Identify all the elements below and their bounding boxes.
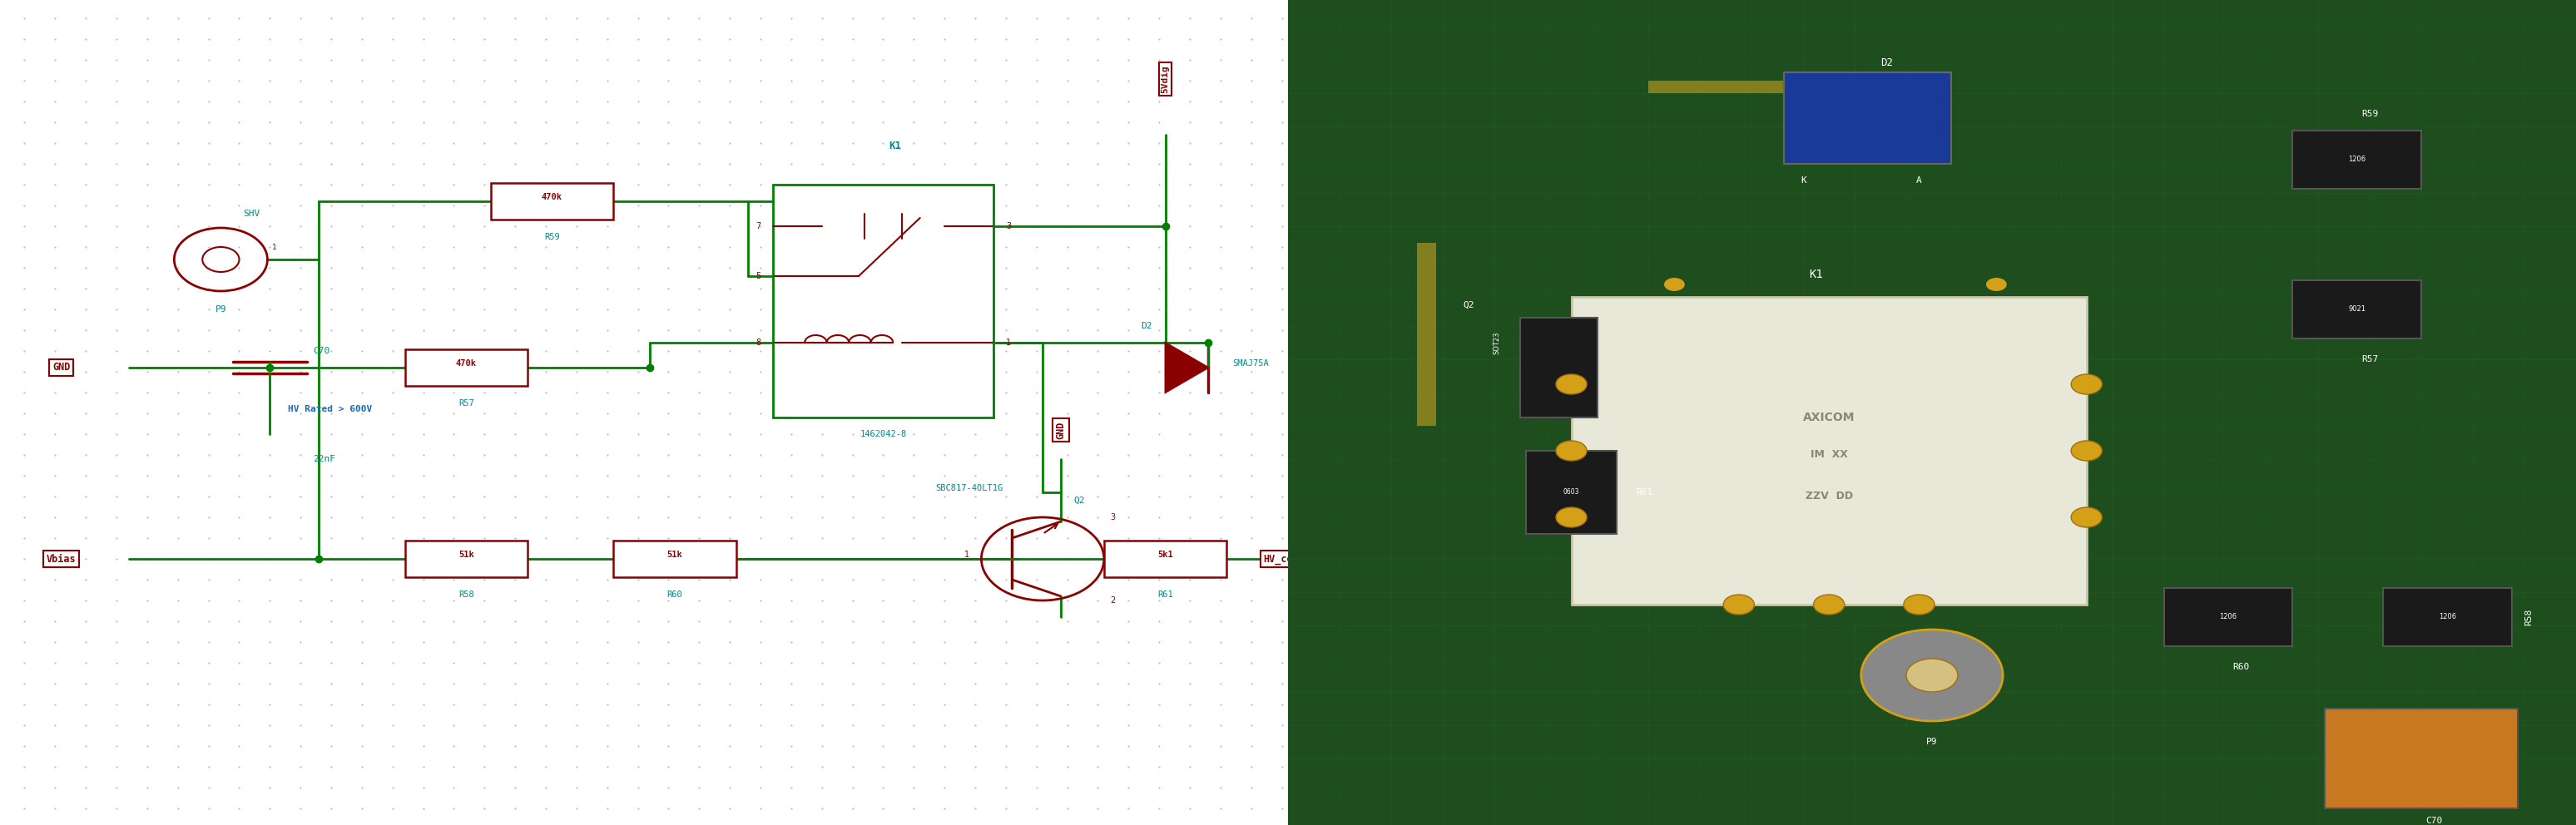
Text: K1: K1 [889, 140, 902, 151]
FancyBboxPatch shape [2293, 130, 2421, 189]
Text: 1: 1 [1005, 338, 1010, 346]
Text: A: A [1917, 177, 1922, 185]
Text: R61: R61 [1157, 591, 1172, 599]
Circle shape [1814, 595, 1844, 615]
Circle shape [2071, 507, 2102, 527]
FancyBboxPatch shape [2326, 709, 2519, 808]
Text: 51k: 51k [667, 550, 683, 559]
Circle shape [1904, 595, 1935, 615]
FancyBboxPatch shape [773, 185, 994, 417]
Text: 7: 7 [755, 222, 760, 230]
Text: 5Vdig: 5Vdig [1162, 65, 1170, 93]
Text: 1: 1 [963, 550, 969, 559]
Text: R57: R57 [2362, 355, 2378, 364]
Circle shape [1556, 375, 1587, 394]
Text: R59: R59 [2362, 110, 2378, 118]
Text: R60: R60 [667, 591, 683, 599]
Circle shape [1767, 569, 1788, 582]
Circle shape [1664, 278, 1685, 291]
Text: 1462042-8: 1462042-8 [860, 430, 907, 438]
Text: Vbias: Vbias [46, 554, 77, 564]
FancyBboxPatch shape [489, 183, 613, 219]
FancyBboxPatch shape [613, 540, 737, 577]
Text: R57: R57 [459, 399, 474, 408]
Text: P9: P9 [1927, 738, 1937, 746]
Text: GND: GND [1056, 421, 1066, 439]
Polygon shape [1164, 342, 1208, 393]
Text: SBC817-40LT1G: SBC817-40LT1G [935, 484, 1002, 493]
Text: SOT23: SOT23 [1494, 331, 1499, 354]
Text: R58: R58 [2524, 609, 2532, 625]
Circle shape [1986, 278, 2007, 291]
Text: 22nF: 22nF [312, 455, 335, 463]
Circle shape [2071, 441, 2102, 460]
Text: 0603: 0603 [1564, 488, 1579, 496]
Text: 470k: 470k [456, 359, 477, 368]
Text: 1206: 1206 [2221, 613, 2236, 621]
Text: R59: R59 [544, 233, 559, 241]
FancyBboxPatch shape [1571, 297, 2087, 605]
Text: P9: P9 [216, 305, 227, 314]
Text: R58: R58 [459, 591, 474, 599]
FancyBboxPatch shape [2164, 588, 2293, 646]
Text: 3: 3 [1110, 513, 1115, 521]
FancyBboxPatch shape [1525, 450, 1618, 534]
Text: IM  XX: IM XX [1811, 450, 1847, 460]
Text: ZZV  DD: ZZV DD [1806, 491, 1852, 502]
Text: 1206: 1206 [2439, 613, 2455, 621]
Text: R61: R61 [1636, 488, 1654, 497]
Text: 5k1: 5k1 [1157, 550, 1172, 559]
Text: Q2: Q2 [1463, 301, 1473, 309]
Text: SMAJ75A: SMAJ75A [1234, 359, 1270, 368]
Circle shape [1556, 441, 1587, 460]
Text: 1: 1 [273, 243, 278, 251]
FancyBboxPatch shape [2383, 588, 2512, 646]
FancyBboxPatch shape [2293, 280, 2421, 338]
Circle shape [2071, 375, 2102, 394]
Text: R60: R60 [2233, 662, 2249, 672]
Circle shape [1723, 595, 1754, 615]
Text: Q2: Q2 [1074, 497, 1084, 505]
Text: 2: 2 [1110, 596, 1115, 605]
Text: 1206: 1206 [2349, 156, 2365, 163]
Text: 51k: 51k [459, 550, 474, 559]
Text: 9021: 9021 [2349, 305, 2365, 314]
Text: D2: D2 [1880, 58, 1893, 68]
Text: 3: 3 [1005, 222, 1010, 230]
Text: AXICOM: AXICOM [1803, 412, 1855, 423]
Text: SHV: SHV [242, 210, 260, 218]
FancyBboxPatch shape [404, 540, 528, 577]
FancyBboxPatch shape [1520, 318, 1597, 417]
Text: K: K [1801, 177, 1806, 185]
FancyBboxPatch shape [404, 349, 528, 386]
Text: GND: GND [52, 362, 70, 373]
FancyBboxPatch shape [1783, 73, 1953, 164]
Circle shape [1896, 569, 1917, 582]
Text: 470k: 470k [541, 193, 562, 201]
Text: HV Rated > 600V: HV Rated > 600V [289, 405, 374, 413]
Text: C70: C70 [312, 346, 330, 355]
Text: HV_control: HV_control [1262, 554, 1321, 564]
Circle shape [1906, 658, 1958, 692]
Text: C70: C70 [2427, 817, 2442, 825]
FancyBboxPatch shape [1105, 540, 1226, 577]
Bar [1417, 243, 1437, 426]
Text: K1: K1 [1808, 269, 1824, 280]
Circle shape [1860, 629, 2004, 721]
Text: 5: 5 [755, 272, 760, 280]
Bar [1649, 81, 1880, 93]
Text: D2: D2 [1141, 322, 1151, 330]
Text: 8: 8 [755, 338, 760, 346]
Circle shape [1556, 507, 1587, 527]
